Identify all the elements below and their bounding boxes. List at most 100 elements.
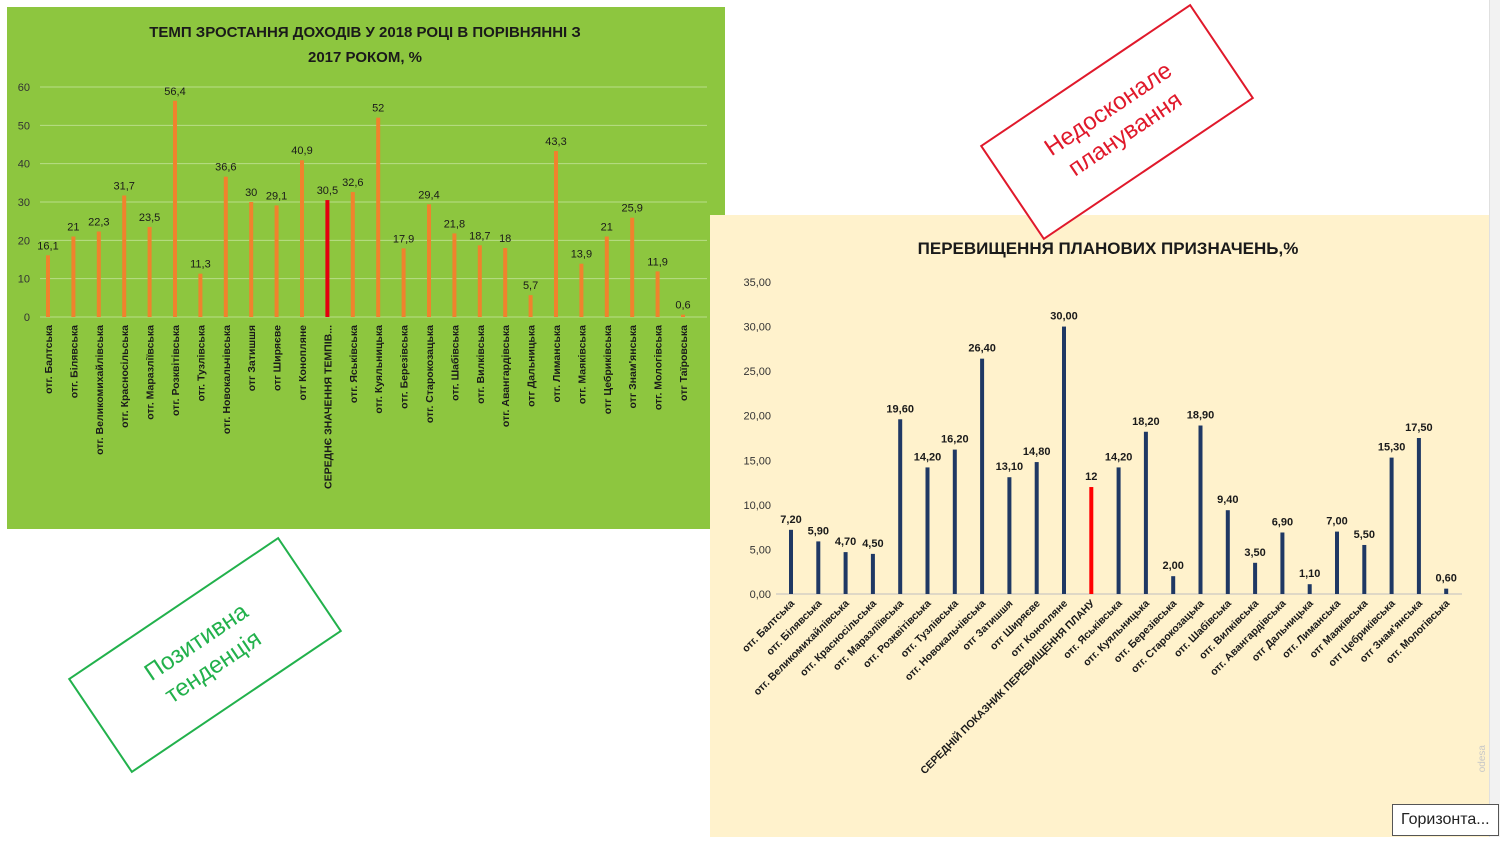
chart2-y-tick-label: 25,00 (743, 366, 771, 378)
chart2-value-label: 30,00 (1050, 311, 1078, 323)
chart2-bar (1007, 477, 1012, 594)
plan-excess-chart: ПЕРЕВИЩЕННЯ ПЛАНОВИХ ПРИЗНАЧЕНЬ,% 0,00 5,0… (710, 215, 1490, 837)
chart1-bar (198, 273, 203, 317)
chart2-bar (1034, 462, 1039, 594)
chart2-bar (1116, 467, 1121, 594)
chart2-y-tick-label: 20,00 (743, 411, 771, 423)
chart2-value-label: 5,90 (808, 525, 829, 537)
chart1-value-label: 30,5 (317, 185, 338, 197)
chart1-bar (147, 226, 152, 317)
chart1-value-label: 17,9 (393, 233, 414, 245)
chart2-value-label: 0,60 (1435, 573, 1456, 585)
chart1-bar (503, 248, 508, 317)
chart2-value-label: 2,00 (1162, 560, 1183, 572)
chart2-bar (1253, 562, 1258, 594)
chart2-bar (843, 552, 848, 594)
chart2-value-label: 19,60 (886, 403, 914, 415)
chart1-bar (350, 192, 355, 317)
chart1-y-tick-label: 20 (18, 235, 30, 247)
chart1-bar (300, 160, 304, 317)
chart1-y-tick-label: 50 (18, 120, 30, 132)
chart1-value-label: 21,8 (444, 218, 465, 230)
growth-rate-chart-svg: ТЕМП ЗРОСТАННЯ ДОХОДІВ У 2018 РОЦІ В ПОР… (18, 24, 707, 489)
chart1-value-label: 18 (499, 233, 511, 245)
chart1-bar (376, 117, 381, 318)
chart2-bar (1307, 584, 1312, 594)
chart1-value-label: 32,6 (342, 177, 363, 189)
chart1-value-label: 25,9 (621, 203, 642, 215)
chart2-bar (789, 529, 793, 594)
chart1-category-label: отг. Вилківська (475, 325, 487, 404)
chart1-bar (655, 271, 660, 317)
chart1-category-label: СЕРЕДНЄ ЗНАЧЕННЯ ТЕМПІВ... (322, 325, 334, 489)
positive-trend-stamp: Позитивна тенденція (67, 536, 343, 774)
chart1-bar (96, 231, 101, 317)
chart2-value-label: 3,50 (1244, 547, 1265, 559)
chart1-bar (46, 255, 50, 317)
chart2-value-label: 7,00 (1326, 516, 1347, 528)
chart2-bar (980, 358, 985, 594)
chart1-category-label: отг. Лиманська (551, 325, 563, 403)
chart1-category-label: отг. Новокальчівська (221, 325, 233, 434)
vertical-scrollbar[interactable] (1489, 0, 1500, 837)
chart2-bar (952, 449, 957, 594)
chart1-value-label: 52 (372, 103, 384, 115)
chart1-value-label: 18,7 (469, 230, 490, 242)
chart2-y-tick-label: 0,00 (750, 589, 771, 601)
chart1-category-label: отг Дальницька (526, 325, 538, 407)
chart1-bar (122, 195, 127, 317)
chart2-bar (1335, 531, 1339, 594)
chart2-value-label: 4,70 (835, 536, 856, 548)
chart2-value-label: 14,20 (914, 451, 942, 463)
chart2-bar (1444, 588, 1449, 594)
chart1-y-tick-label: 40 (18, 159, 30, 171)
chart1-value-label: 43,3 (545, 136, 566, 148)
chart1-value-label: 21 (67, 222, 79, 234)
chart1-bar (630, 217, 635, 317)
chart1-category-label: отг. Балтська (43, 325, 55, 394)
chart2-value-label: 1,10 (1299, 568, 1320, 580)
chart1-bar (452, 233, 457, 317)
chart2-bar (1362, 544, 1367, 594)
chart1-value-label: 11,3 (190, 259, 211, 271)
chart1-category-label: отг. Мологівська (653, 325, 665, 410)
chart2-bar (925, 467, 930, 594)
chart2-bar (1171, 576, 1176, 594)
chart1-value-label: 23,5 (139, 212, 160, 224)
chart1-value-label: 21 (601, 222, 613, 234)
chart1-value-label: 13,9 (571, 249, 592, 261)
plan-excess-chart-svg: ПЕРЕВИЩЕННЯ ПЛАНОВИХ ПРИЗНАЧЕНЬ,% 0,00 5,0… (740, 239, 1462, 777)
chart1-category-label: отг. Авангардівська (500, 325, 512, 427)
chart1-bar (579, 263, 584, 317)
chart1-value-label: 29,1 (266, 190, 287, 202)
chart2-bar (898, 419, 903, 594)
chart1-category-label: отг Затишшя (246, 325, 258, 391)
chart2-value-label: 16,20 (941, 434, 969, 446)
chart2-y-tick-label: 35,00 (743, 277, 771, 289)
chart1-bar (401, 248, 406, 317)
chart1-category-label: отг. Великомихайлівська (94, 325, 106, 455)
chart1-bar (477, 245, 482, 317)
chart1-category-label: отг. Красносільська (119, 325, 131, 428)
chart2-value-label: 4,50 (862, 538, 883, 550)
chart2-value-label: 18,90 (1187, 410, 1215, 422)
chart2-value-label: 14,20 (1105, 451, 1133, 463)
chart1-value-label: 0,6 (675, 300, 690, 312)
chart1-value-label: 30 (245, 187, 257, 199)
chart1-bar (173, 100, 177, 317)
chart1-value-label: 56,4 (164, 86, 185, 98)
watermark-text: odesa (1477, 745, 1488, 773)
chart2-bar (1225, 510, 1230, 594)
chart1-category-label: отг. Тузлівська (195, 325, 207, 402)
chart2-y-tick-label: 10,00 (743, 500, 771, 512)
chart2-title: ПЕРЕВИЩЕННЯ ПЛАНОВИХ ПРИЗНАЧЕНЬ,% (918, 239, 1299, 258)
chart1-value-label: 29,4 (418, 189, 439, 201)
chart1-value-label: 36,6 (215, 162, 236, 174)
chart2-bar (870, 553, 875, 594)
chart1-y-tick-label: 0 (24, 312, 30, 324)
chart1-title-line-1: ТЕМП ЗРОСТАННЯ ДОХОДІВ У 2018 РОЦІ В ПОР… (149, 24, 581, 41)
chart2-bar (1280, 532, 1285, 594)
chart2-y-tick-label: 15,00 (743, 455, 771, 467)
chart2-value-label: 9,40 (1217, 494, 1238, 506)
chart1-value-label: 11,9 (647, 256, 668, 268)
